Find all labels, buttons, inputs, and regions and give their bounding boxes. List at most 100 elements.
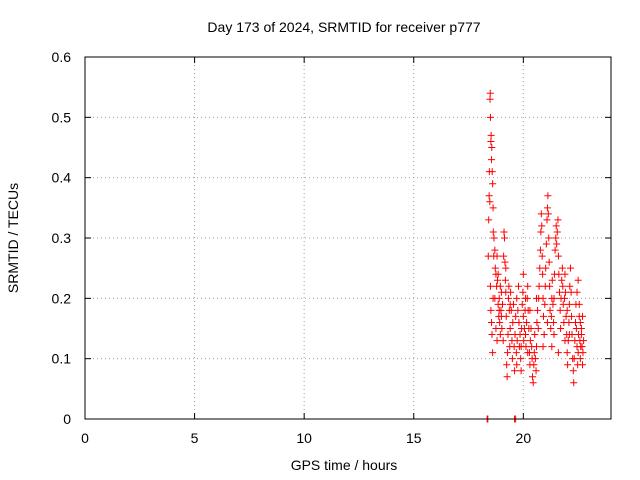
data-point bbox=[577, 331, 585, 339]
data-point bbox=[504, 294, 512, 302]
data-point bbox=[488, 144, 496, 151]
data-point bbox=[517, 367, 525, 375]
data-point bbox=[577, 325, 585, 332]
data-point bbox=[517, 355, 525, 363]
data-point bbox=[569, 367, 577, 375]
data-point bbox=[486, 282, 494, 290]
data-point bbox=[503, 361, 511, 369]
data-point bbox=[532, 367, 540, 375]
data-point bbox=[487, 306, 495, 314]
data-point bbox=[561, 294, 569, 302]
data-point bbox=[503, 373, 511, 381]
data-point bbox=[496, 331, 504, 339]
x-tick-label: 20 bbox=[516, 430, 532, 446]
x-tick-label: 5 bbox=[191, 430, 199, 446]
y-tick-label: 0.2 bbox=[52, 290, 72, 306]
y-axis-label: SRMTID / TECUs bbox=[5, 183, 21, 293]
data-point bbox=[494, 270, 502, 278]
data-point bbox=[534, 325, 542, 332]
data-point bbox=[579, 349, 587, 357]
y-tick-label: 0.1 bbox=[52, 351, 72, 367]
data-point bbox=[534, 306, 542, 314]
data-point bbox=[543, 318, 551, 326]
data-point bbox=[550, 294, 558, 302]
data-point bbox=[506, 325, 514, 332]
data-point bbox=[488, 318, 496, 326]
data-point bbox=[499, 300, 507, 308]
data-point bbox=[554, 349, 562, 357]
data-point bbox=[498, 325, 506, 332]
data-point bbox=[545, 234, 553, 242]
data-point bbox=[537, 210, 545, 218]
data-point bbox=[526, 337, 534, 345]
data-point bbox=[548, 276, 556, 284]
x-axis-label: GPS time / hours bbox=[291, 457, 398, 473]
y-tick-label: 0.6 bbox=[52, 49, 72, 65]
data-point bbox=[533, 318, 541, 326]
data-point bbox=[486, 198, 494, 206]
data-point bbox=[545, 258, 553, 266]
data-point bbox=[489, 180, 497, 188]
data-point bbox=[555, 288, 563, 296]
data-point bbox=[520, 337, 528, 345]
data-point bbox=[488, 331, 496, 339]
data-point bbox=[563, 349, 571, 357]
data-point bbox=[507, 288, 515, 296]
data-point bbox=[488, 168, 496, 176]
data-point bbox=[504, 349, 512, 357]
y-tick-label: 0.4 bbox=[52, 170, 72, 186]
data-point bbox=[493, 337, 501, 345]
data-point bbox=[568, 312, 576, 320]
data-point bbox=[566, 282, 574, 290]
data-point bbox=[563, 306, 571, 314]
data-point bbox=[515, 282, 523, 290]
axis-ticks bbox=[84, 56, 611, 420]
data-point bbox=[530, 361, 538, 369]
data-point bbox=[486, 95, 494, 103]
data-point bbox=[513, 294, 521, 302]
data-point bbox=[518, 300, 526, 308]
data-point bbox=[485, 216, 493, 224]
data-point bbox=[485, 192, 493, 200]
data-point bbox=[491, 294, 499, 302]
data-point bbox=[539, 270, 547, 278]
data-point bbox=[580, 337, 588, 345]
data-point bbox=[566, 264, 574, 272]
data-point bbox=[522, 294, 530, 302]
data-point bbox=[497, 312, 505, 320]
data-point bbox=[492, 325, 500, 332]
data-point bbox=[489, 204, 497, 212]
x-tick-label: 0 bbox=[81, 430, 89, 446]
data-point bbox=[491, 246, 499, 254]
data-point bbox=[499, 337, 507, 345]
data-point bbox=[493, 252, 501, 260]
data-point bbox=[570, 379, 578, 387]
data-point bbox=[561, 337, 569, 345]
data-point bbox=[543, 204, 551, 212]
data-point bbox=[579, 312, 587, 320]
data-point bbox=[558, 276, 566, 284]
data-point bbox=[546, 282, 554, 290]
data-point bbox=[496, 282, 504, 290]
data-point bbox=[565, 318, 573, 326]
data-point bbox=[513, 361, 521, 369]
y-tick-label: 0.5 bbox=[52, 109, 72, 125]
data-point bbox=[536, 246, 544, 254]
data-point bbox=[490, 234, 498, 242]
x-tick-label: 15 bbox=[406, 430, 422, 446]
y-tick-label: 0 bbox=[63, 411, 71, 427]
data-point bbox=[514, 306, 522, 314]
data-point bbox=[554, 216, 562, 224]
data-point bbox=[538, 222, 546, 230]
data-point bbox=[539, 294, 547, 302]
data-point bbox=[487, 137, 495, 145]
data-point bbox=[576, 318, 584, 326]
data-point bbox=[536, 264, 544, 272]
x-tick-label: 10 bbox=[296, 430, 312, 446]
data-point bbox=[495, 306, 503, 314]
data-point bbox=[502, 264, 510, 272]
data-point bbox=[548, 343, 556, 351]
data-point bbox=[524, 349, 532, 357]
data-point bbox=[541, 300, 549, 308]
data-point bbox=[549, 300, 557, 308]
